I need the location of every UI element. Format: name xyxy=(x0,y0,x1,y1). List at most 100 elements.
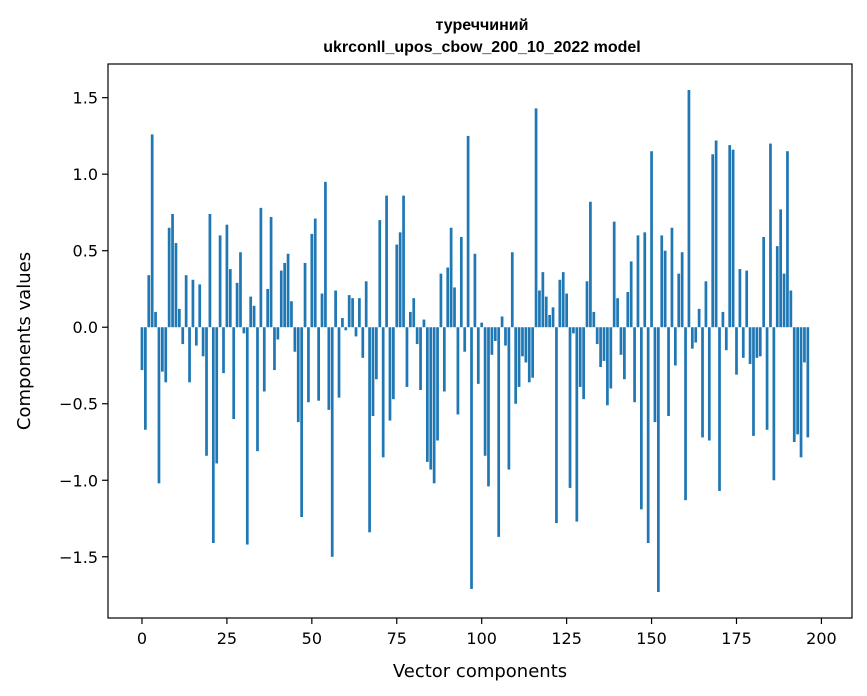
bar-109 xyxy=(510,252,514,328)
bar-142 xyxy=(623,327,626,380)
bar-167 xyxy=(707,327,711,441)
bar-41 xyxy=(279,270,283,328)
bar-49 xyxy=(307,327,310,403)
bar-27 xyxy=(232,327,236,420)
x-tick-label-1: 25 xyxy=(217,629,237,648)
bar-52 xyxy=(317,327,320,401)
bar-28 xyxy=(235,282,239,328)
bar-96 xyxy=(466,135,470,328)
bar-125 xyxy=(565,293,568,328)
bar-40 xyxy=(276,327,280,340)
bar-102 xyxy=(487,327,490,487)
bar-107 xyxy=(504,327,507,346)
bar-175 xyxy=(735,327,738,375)
bar-75 xyxy=(395,244,399,328)
bar-93 xyxy=(456,327,460,415)
bar-98 xyxy=(473,253,477,328)
bar-51 xyxy=(313,218,317,328)
bar-66 xyxy=(364,281,368,328)
bar-173 xyxy=(728,145,732,328)
bar-32 xyxy=(249,296,253,328)
bar-121 xyxy=(551,307,555,328)
bar-113 xyxy=(524,327,528,363)
bar-143 xyxy=(626,292,630,328)
bar-160 xyxy=(684,327,687,501)
chart-title-line-2: ukrconll_upos_cbow_200_10_2022 model xyxy=(323,39,640,56)
bar-141 xyxy=(619,327,623,355)
bar-144 xyxy=(629,261,633,328)
bar-156 xyxy=(670,227,674,328)
bar-195 xyxy=(803,327,806,363)
bar-82 xyxy=(419,327,422,390)
bar-190 xyxy=(786,151,789,328)
bar-147 xyxy=(640,327,643,510)
bar-179 xyxy=(748,327,752,364)
bar-130 xyxy=(582,327,585,400)
bar-8 xyxy=(167,227,171,328)
bar-165 xyxy=(701,327,704,438)
bar-86 xyxy=(432,327,436,484)
bar-56 xyxy=(330,327,334,557)
bar-138 xyxy=(609,327,613,389)
bar-150 xyxy=(650,151,653,328)
bar-155 xyxy=(667,327,670,416)
bar-85 xyxy=(429,327,433,470)
y-tick-label-3: 0.0 xyxy=(73,318,98,337)
bar-162 xyxy=(690,327,694,349)
bar-128 xyxy=(575,327,579,522)
y-tick-label-5: 1.0 xyxy=(73,165,98,184)
bar-69 xyxy=(375,327,378,380)
bar-152 xyxy=(657,327,660,592)
y-tick-label-4: 0.5 xyxy=(73,242,98,261)
bar-122 xyxy=(555,327,558,524)
bar-159 xyxy=(680,252,684,328)
bar-126 xyxy=(568,327,572,488)
bar-131 xyxy=(585,281,589,328)
bar-31 xyxy=(245,327,249,545)
bar-91 xyxy=(449,227,453,328)
bar-24 xyxy=(222,327,225,374)
bar-83 xyxy=(422,319,426,328)
bar-76 xyxy=(398,232,402,328)
bar-134 xyxy=(595,327,599,345)
x-axis-ticks: 0 25 50 75 100 125 150 175 200 xyxy=(137,618,837,648)
bars-group xyxy=(140,90,810,592)
bar-48 xyxy=(303,262,307,328)
bar-172 xyxy=(724,327,728,351)
bar-115 xyxy=(531,327,535,378)
chart-title-line-1: туреччиний xyxy=(436,17,529,34)
bar-118 xyxy=(541,272,545,328)
bar-95 xyxy=(463,327,467,352)
bar-166 xyxy=(704,281,708,328)
bar-44 xyxy=(290,301,293,328)
bar-120 xyxy=(548,314,551,328)
bar-111 xyxy=(517,327,521,387)
bar-110 xyxy=(514,327,518,404)
bar-72 xyxy=(385,195,388,328)
bar-133 xyxy=(592,311,596,328)
bar-182 xyxy=(758,327,762,357)
bar-168 xyxy=(711,154,715,328)
plot-frame xyxy=(107,63,853,619)
y-tick-label-2: −0.5 xyxy=(59,395,98,414)
bar-2 xyxy=(147,275,151,328)
bar-183 xyxy=(762,236,766,328)
bar-97 xyxy=(470,327,473,589)
bar-90 xyxy=(446,267,450,328)
bar-19 xyxy=(205,327,208,456)
bar-38 xyxy=(269,217,273,328)
x-tick-label-6: 150 xyxy=(636,629,667,648)
bar-14 xyxy=(188,327,191,383)
bar-189 xyxy=(782,273,786,328)
bar-177 xyxy=(741,327,745,358)
bar-101 xyxy=(483,327,487,456)
bar-59 xyxy=(341,318,344,328)
bar-145 xyxy=(633,327,636,403)
bar-54 xyxy=(324,181,327,328)
bar-116 xyxy=(534,108,538,328)
bar-180 xyxy=(752,327,755,436)
bar-15 xyxy=(191,279,195,328)
bar-178 xyxy=(745,270,749,328)
bar-196 xyxy=(806,327,810,438)
